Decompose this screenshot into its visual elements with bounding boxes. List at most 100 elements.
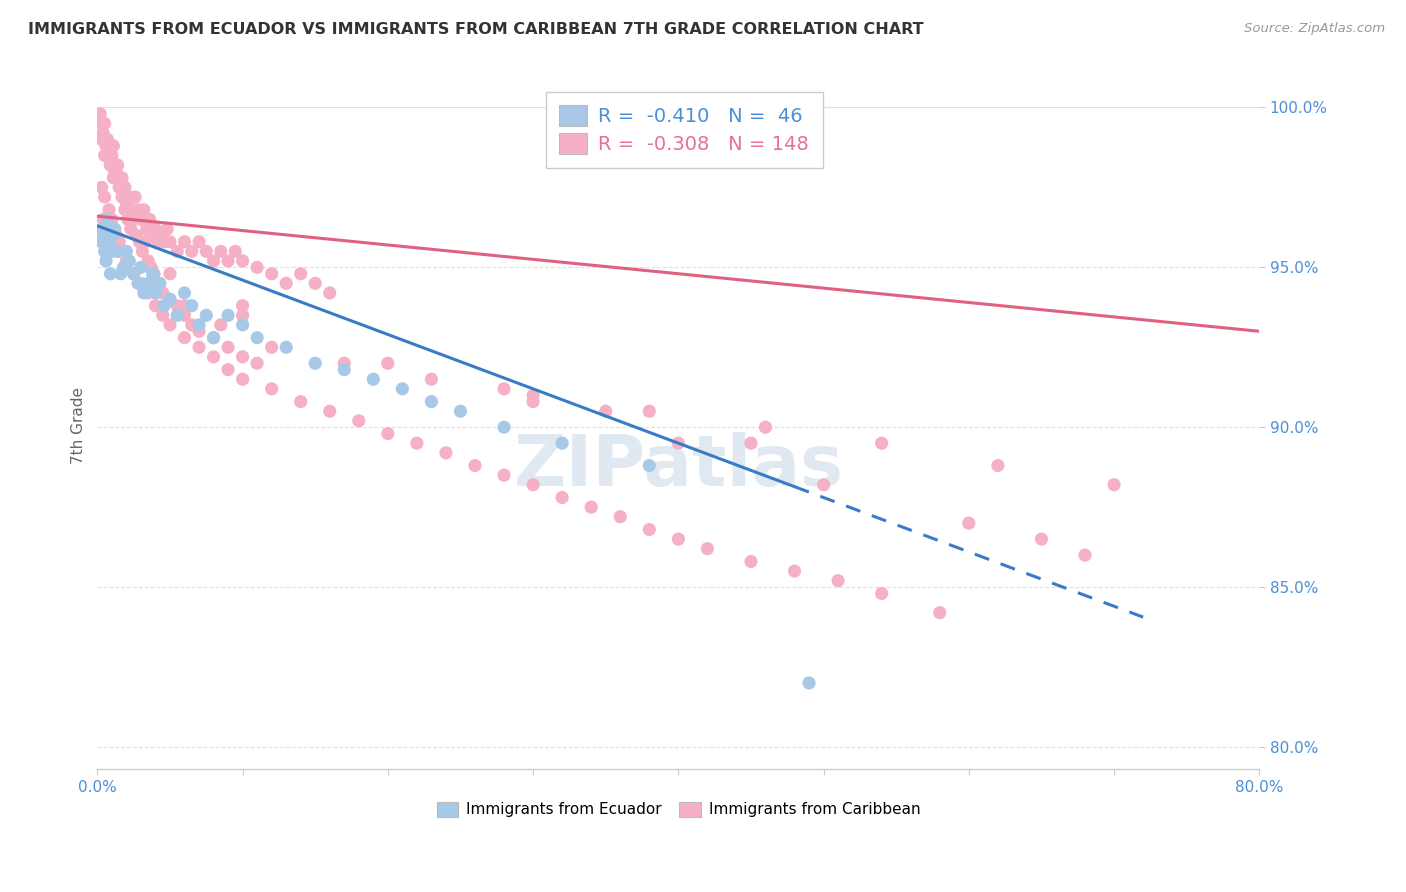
Point [150,228,173,243]
Point [522,394,544,409]
Point [195,244,218,259]
Point [93,148,115,162]
Point [127,202,149,217]
Point [148,235,170,249]
Point [783,564,806,578]
Point [122,267,145,281]
Point [121,202,143,217]
Point [434,446,457,460]
Point [100,158,122,172]
Point [115,196,138,211]
Point [173,235,195,249]
Point [406,436,429,450]
Point [217,362,239,376]
Point [110,180,132,194]
Point [870,436,893,450]
Point [551,491,574,505]
Point [146,277,169,291]
Point [156,222,179,236]
Point [188,235,211,249]
Point [136,277,159,291]
Point [246,331,269,345]
Point [827,574,849,588]
Point [93,244,115,259]
Point [928,606,950,620]
Point [112,260,135,275]
Point [101,244,124,259]
Point [1102,477,1125,491]
Point [98,228,121,243]
Point [813,477,835,491]
Point [740,436,762,450]
Point [90,132,112,146]
Point [120,222,142,236]
Point [202,331,225,345]
Point [1074,548,1097,562]
Point [145,222,167,236]
Point [232,318,254,332]
Point [740,554,762,568]
Point [100,158,122,172]
Point [377,356,399,370]
Point [91,212,114,227]
Point [91,126,114,140]
Point [522,477,544,491]
Point [696,541,718,556]
Point [94,254,117,268]
Point [1031,532,1053,546]
Point [145,285,167,300]
Point [276,340,298,354]
Point [246,356,269,370]
Point [188,340,211,354]
Point [492,382,515,396]
Point [89,107,111,121]
Point [166,299,188,313]
Point [377,426,399,441]
Point [129,277,152,291]
Point [957,516,980,530]
Point [152,285,174,300]
Point [107,158,129,172]
Point [987,458,1010,473]
Point [217,340,239,354]
Point [166,308,188,322]
Point [152,308,174,322]
Point [276,277,298,291]
Point [180,244,202,259]
Y-axis label: 7th Grade: 7th Grade [72,387,86,464]
Point [166,244,188,259]
Point [145,285,167,300]
Point [420,372,443,386]
Point [112,190,135,204]
Point [232,299,254,313]
Point [333,362,356,376]
Point [153,235,176,249]
Point [159,293,181,307]
Point [124,190,146,204]
Point [797,676,820,690]
Point [103,139,125,153]
Point [304,277,326,291]
Point [180,299,202,313]
Legend: Immigrants from Ecuador, Immigrants from Caribbean: Immigrants from Ecuador, Immigrants from… [430,796,927,823]
Point [100,267,122,281]
Point [108,170,131,185]
Point [153,299,176,313]
Point [122,212,145,227]
Point [115,244,138,259]
Point [149,277,172,291]
Point [101,212,124,227]
Point [579,500,602,515]
Point [260,382,283,396]
Point [132,202,155,217]
Point [105,164,128,178]
Point [114,202,136,217]
Point [666,532,689,546]
Point [90,116,112,130]
Point [96,212,118,227]
Point [138,212,160,227]
Point [89,228,111,243]
Point [122,267,145,281]
Point [209,244,232,259]
Point [232,372,254,386]
